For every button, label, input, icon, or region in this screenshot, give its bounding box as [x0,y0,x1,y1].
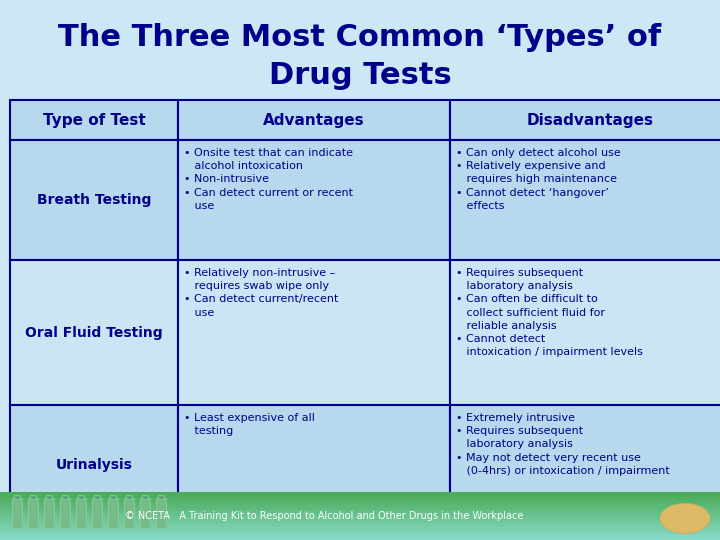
Bar [0,515,720,516]
Bar [178,260,450,405]
Bar [0,535,720,537]
Text: • Relatively non-intrusive –
   requires swab wipe only
• Can detect current/rec: • Relatively non-intrusive – requires sw… [184,268,338,318]
Bar [0,504,720,505]
Bar [0,511,720,513]
Bar [78,495,84,499]
Bar [62,495,68,499]
Text: Urinalysis: Urinalysis [55,458,132,472]
Text: • Requires subsequent
   laboratory analysis
• Can often be difficult to
   coll: • Requires subsequent laboratory analysi… [456,268,643,357]
Bar [0,527,720,529]
Bar [0,498,720,500]
Bar [14,495,20,499]
Bar [450,405,720,525]
Text: Advantages: Advantages [264,112,365,127]
Bar [0,533,720,535]
Bar [94,495,100,499]
Bar [0,525,720,527]
Bar [10,260,178,405]
Bar [0,518,720,520]
Bar [0,521,720,523]
Bar [0,517,720,519]
Bar [158,495,164,499]
Bar [0,510,720,512]
Text: Breath Testing: Breath Testing [37,193,151,207]
Bar [0,538,720,539]
Bar [0,497,720,498]
Text: Oral Fluid Testing: Oral Fluid Testing [25,326,163,340]
Text: • Can only detect alcohol use
• Relatively expensive and
   requires high mainte: • Can only detect alcohol use • Relative… [456,148,621,211]
Bar [0,509,720,510]
Text: • Onsite test that can indicate
   alcohol intoxication
• Non-intrusive
• Can de: • Onsite test that can indicate alcohol … [184,148,353,211]
Bar [76,498,86,528]
Bar [450,260,720,405]
Bar [0,531,720,534]
Bar [0,539,720,540]
Text: © NCETA   A Training Kit to Respond to Alcohol and Other Drugs in the Workplace: © NCETA A Training Kit to Respond to Alc… [125,511,523,521]
Bar [178,100,450,140]
Bar [140,498,150,528]
Bar [0,529,720,531]
Bar [0,493,720,495]
Bar [12,498,22,528]
Bar [10,140,178,260]
Bar [178,405,450,525]
Bar [0,499,720,501]
Bar [124,498,134,528]
Bar [156,498,166,528]
Bar [0,516,720,518]
Bar [0,522,720,524]
Bar [0,502,720,503]
Text: • Extremely intrusive
• Requires subsequent
   laboratory analysis
• May not det: • Extremely intrusive • Requires subsequ… [456,413,670,476]
Text: Drug Tests: Drug Tests [269,60,451,90]
Text: • Least expensive of all
   testing: • Least expensive of all testing [184,413,315,436]
Bar [0,507,720,508]
Bar [0,503,720,504]
Bar [0,492,720,494]
Bar [178,140,450,260]
Bar [44,498,54,528]
Bar [0,530,720,532]
Text: Disadvantages: Disadvantages [526,112,654,127]
Bar [92,498,102,528]
Bar [0,524,720,526]
Bar [126,495,132,499]
Bar [0,536,720,538]
Bar [30,495,36,499]
Bar [0,505,720,507]
Bar [0,534,720,536]
Bar [110,495,116,499]
Bar [0,508,720,509]
Bar [28,498,38,528]
Bar [0,512,720,514]
Bar [450,140,720,260]
Text: Type of Test: Type of Test [42,112,145,127]
Bar [0,528,720,530]
Bar [10,405,178,525]
Bar [450,100,720,140]
Bar [0,495,720,496]
Bar [142,495,148,499]
Bar [0,501,720,502]
Text: The Three Most Common ‘Types’ of: The Three Most Common ‘Types’ of [58,24,662,52]
Bar [10,100,178,140]
Ellipse shape [660,503,710,534]
Bar [46,495,52,499]
Bar [0,523,720,525]
Bar [0,496,720,497]
Bar [0,519,720,521]
Bar [60,498,70,528]
Bar [108,498,118,528]
Bar [0,514,720,515]
